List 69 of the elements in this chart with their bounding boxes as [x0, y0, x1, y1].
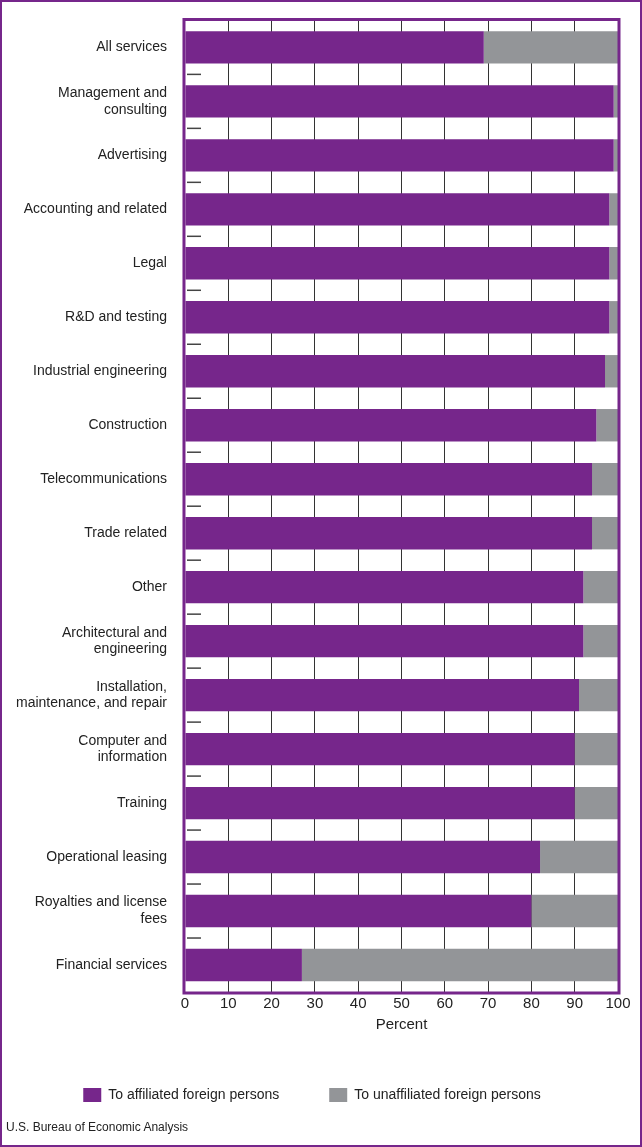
y-tick-label: Industrial engineering	[33, 362, 167, 379]
y-tick-label: Telecommunications	[40, 470, 167, 487]
bar	[483, 31, 618, 64]
y-tick-label: Financial services	[55, 955, 167, 972]
x-tick-label: 60	[436, 994, 454, 1012]
bar	[185, 193, 610, 226]
bar	[185, 786, 575, 820]
y-tick-label: Other	[131, 578, 168, 595]
y-tick-label: Management and consulting	[58, 83, 167, 117]
bar	[592, 463, 618, 496]
x-tick-label: 80	[523, 994, 540, 1012]
bar	[574, 732, 618, 766]
bar	[613, 139, 618, 172]
y-tick-label: Installation, maintenance, and repair	[15, 677, 168, 711]
bar	[609, 193, 618, 226]
bar	[185, 678, 580, 712]
bar	[579, 678, 618, 712]
bar	[301, 948, 618, 982]
bar	[185, 355, 606, 388]
y-tick-label: Legal	[132, 254, 167, 271]
y-tick-label: R&D and testing	[65, 308, 167, 325]
y-tick-label: Advertising	[97, 146, 167, 163]
y-tick-label: Training	[116, 793, 167, 810]
bar	[531, 894, 618, 928]
x-tick-label: 100	[605, 994, 631, 1012]
bar	[185, 31, 484, 64]
bar	[185, 301, 610, 334]
y-tick-label: Construction	[88, 416, 167, 433]
bar	[605, 355, 618, 388]
y-tick-label: Royalties and license fees	[34, 893, 168, 927]
bar	[613, 85, 618, 118]
x-tick-label: 90	[566, 994, 584, 1012]
bar	[185, 463, 593, 496]
legend-label: To unaffiliated foreign persons	[354, 1085, 541, 1102]
x-tick-label: 70	[479, 994, 497, 1012]
bar	[583, 624, 618, 658]
bar	[583, 570, 618, 604]
x-tick-label: 0	[180, 994, 190, 1012]
text: U.S. Bureau of Economic Analysis	[6, 1120, 189, 1134]
bar	[185, 517, 593, 550]
bar	[574, 786, 618, 820]
y-tick-label: All services	[96, 38, 167, 55]
bar	[185, 894, 532, 928]
y-tick-label: Trade related	[84, 524, 167, 541]
x-tick-label: 50	[393, 994, 410, 1012]
y-tick-label: Architectural and engineering	[61, 623, 167, 657]
bar	[540, 840, 618, 874]
bar	[185, 247, 610, 280]
legend-label: To affiliated foreign persons	[108, 1085, 280, 1102]
x-tick-label: 20	[263, 994, 280, 1012]
bar	[185, 624, 584, 658]
bar	[609, 301, 618, 334]
y-tick-label: Computer and information	[78, 731, 167, 765]
bar	[185, 570, 584, 604]
bar	[185, 409, 597, 442]
bar	[185, 139, 614, 172]
bar	[596, 409, 618, 442]
y-tick-label: Operational leasing	[46, 847, 167, 864]
x-tick-label: 10	[219, 994, 237, 1012]
bar	[185, 840, 541, 874]
x-tick-label: 30	[306, 994, 324, 1012]
bar	[185, 85, 614, 118]
bar	[185, 732, 575, 766]
y-tick-label: Accounting and related	[23, 200, 167, 217]
x-tick-label: 40	[349, 994, 367, 1012]
x-axis-title: Percent	[375, 1015, 429, 1033]
bar	[185, 948, 302, 982]
bar	[592, 517, 618, 550]
bar	[609, 247, 618, 280]
